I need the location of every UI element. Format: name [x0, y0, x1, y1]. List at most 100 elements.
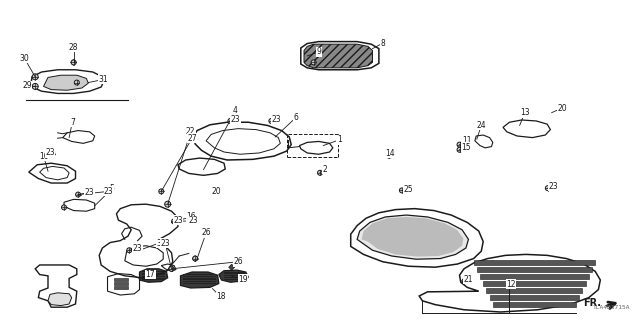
Text: 4: 4	[233, 106, 238, 115]
Polygon shape	[483, 281, 586, 286]
Polygon shape	[228, 264, 235, 270]
Polygon shape	[44, 75, 88, 90]
Text: 31: 31	[99, 75, 109, 84]
Text: 8: 8	[380, 39, 385, 48]
Polygon shape	[493, 302, 576, 307]
Text: 28: 28	[69, 43, 78, 52]
Text: FR.: FR.	[584, 298, 602, 308]
Text: 23: 23	[548, 182, 559, 191]
Circle shape	[545, 186, 550, 191]
Polygon shape	[183, 274, 216, 275]
Polygon shape	[490, 295, 579, 300]
Polygon shape	[224, 279, 246, 280]
Text: 14: 14	[385, 149, 396, 158]
Circle shape	[457, 147, 462, 152]
Circle shape	[317, 170, 323, 175]
Text: 13: 13	[520, 108, 530, 117]
Text: 16: 16	[186, 212, 196, 221]
Text: 17: 17	[145, 270, 156, 279]
Polygon shape	[362, 217, 463, 257]
Text: 23: 23	[84, 188, 95, 197]
Text: 23: 23	[230, 115, 241, 124]
Text: 11: 11	[463, 136, 472, 145]
Text: 1: 1	[337, 135, 342, 144]
Text: 3: 3	[156, 239, 161, 248]
Circle shape	[457, 142, 462, 147]
Circle shape	[32, 74, 38, 80]
Text: 18: 18	[216, 292, 225, 301]
Text: 15: 15	[461, 143, 471, 152]
Polygon shape	[48, 293, 72, 306]
Text: TLA4B3715A: TLA4B3715A	[593, 305, 630, 310]
Polygon shape	[114, 286, 128, 289]
Text: 30: 30	[19, 54, 29, 63]
Circle shape	[386, 152, 392, 158]
Polygon shape	[477, 267, 592, 272]
Circle shape	[399, 188, 404, 193]
Circle shape	[50, 152, 55, 157]
Polygon shape	[114, 282, 128, 285]
Polygon shape	[219, 270, 248, 282]
Polygon shape	[224, 277, 246, 278]
Circle shape	[228, 118, 233, 124]
Text: 20: 20	[211, 187, 221, 196]
Polygon shape	[180, 272, 219, 288]
Text: 20: 20	[557, 104, 567, 113]
Text: 27: 27	[187, 134, 197, 143]
Text: 9: 9	[316, 47, 321, 56]
Text: 23: 23	[188, 216, 198, 225]
Circle shape	[74, 80, 79, 85]
Text: 23: 23	[173, 216, 183, 225]
Circle shape	[159, 189, 164, 194]
Polygon shape	[461, 278, 468, 284]
Polygon shape	[183, 281, 216, 282]
Text: 10: 10	[38, 152, 49, 161]
Circle shape	[32, 84, 38, 89]
Polygon shape	[140, 269, 168, 282]
Text: 24: 24	[476, 121, 486, 130]
Text: 21: 21	[464, 275, 473, 284]
Polygon shape	[224, 275, 246, 276]
Text: 19: 19	[238, 275, 248, 284]
Text: 26: 26	[201, 228, 211, 237]
Text: 6: 6	[293, 113, 298, 122]
Circle shape	[61, 205, 67, 210]
Circle shape	[311, 60, 316, 65]
Text: 5: 5	[109, 184, 115, 193]
Polygon shape	[142, 271, 165, 272]
Text: 2: 2	[323, 165, 328, 174]
Polygon shape	[183, 283, 216, 284]
Text: 25: 25	[403, 185, 413, 194]
Text: 7: 7	[70, 118, 75, 127]
Circle shape	[127, 248, 132, 253]
Polygon shape	[70, 60, 77, 65]
Text: 23: 23	[132, 244, 143, 253]
Circle shape	[169, 266, 174, 271]
Polygon shape	[183, 278, 216, 280]
Polygon shape	[224, 272, 246, 274]
Polygon shape	[183, 276, 216, 277]
Circle shape	[172, 219, 177, 224]
Circle shape	[462, 278, 467, 284]
Polygon shape	[142, 276, 165, 277]
Text: 12: 12	[506, 280, 515, 289]
Circle shape	[164, 201, 171, 207]
Text: 23: 23	[271, 115, 282, 124]
Circle shape	[76, 192, 81, 197]
Polygon shape	[192, 256, 198, 261]
Polygon shape	[114, 278, 128, 281]
Text: 23: 23	[45, 148, 55, 157]
Polygon shape	[304, 44, 372, 68]
Text: 29: 29	[22, 81, 32, 90]
Text: 22: 22	[186, 127, 195, 136]
Polygon shape	[142, 273, 165, 275]
Polygon shape	[480, 274, 589, 279]
Text: 23: 23	[160, 239, 170, 248]
Polygon shape	[486, 288, 582, 293]
Text: 26: 26	[233, 257, 243, 266]
Polygon shape	[142, 278, 165, 280]
Text: 23: 23	[104, 187, 114, 196]
Circle shape	[193, 256, 198, 261]
Circle shape	[71, 60, 76, 65]
Circle shape	[269, 118, 274, 124]
